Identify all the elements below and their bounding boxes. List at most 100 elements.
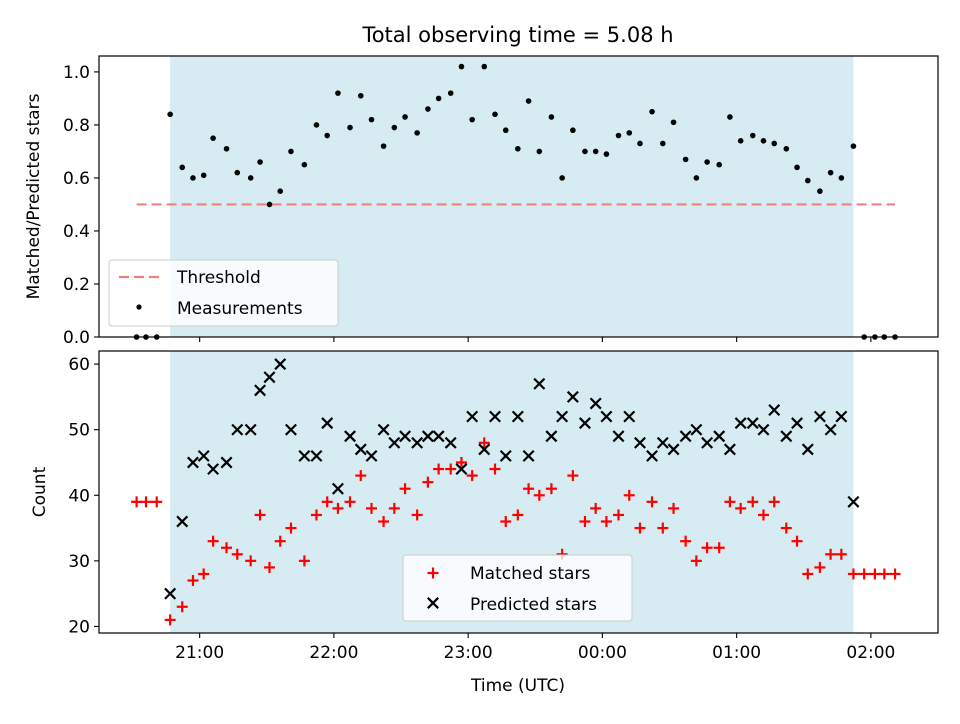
measurement-point xyxy=(749,132,756,139)
predicted-star-point xyxy=(723,443,736,456)
matched-star-point xyxy=(445,463,457,475)
predicted-star-point xyxy=(690,423,703,436)
count-x-tick-label: 22:00 xyxy=(309,643,358,663)
matched-star-point xyxy=(567,470,579,482)
count-y-tick-label: 30 xyxy=(68,552,90,572)
matched-star-point xyxy=(478,437,490,449)
matched-star-point xyxy=(263,561,275,573)
measurement-point xyxy=(582,148,588,155)
predicted-star-point xyxy=(197,449,210,462)
measurement-point xyxy=(649,108,655,115)
matched-star-point xyxy=(221,542,233,554)
measurement-point xyxy=(515,145,521,152)
predicted-star-point xyxy=(533,377,546,390)
measurement-point xyxy=(804,177,811,184)
measurement-point xyxy=(570,127,576,134)
predicted-star-point xyxy=(746,417,759,430)
matched-star-point xyxy=(298,555,310,567)
matched-star-point xyxy=(274,535,286,547)
measurement-point xyxy=(737,138,744,144)
ratio-y-tick-label: 1.0 xyxy=(63,63,90,83)
count-x-tick-label: 21:00 xyxy=(175,643,224,663)
matched-star-point xyxy=(657,522,669,534)
predicted-star-point xyxy=(220,456,233,469)
predicted-star-point xyxy=(780,430,793,443)
predicted-star-point xyxy=(176,515,189,528)
predicted-star-point xyxy=(545,430,558,443)
measurement-point xyxy=(335,90,341,96)
predicted-star-point xyxy=(411,436,424,449)
predicted-star-point xyxy=(284,423,297,436)
measurement-point xyxy=(838,175,845,181)
legend-predicted-swatch xyxy=(427,597,439,609)
predicted-star-point xyxy=(824,423,837,436)
count-y-tick-label: 40 xyxy=(68,486,90,506)
measurement-point xyxy=(435,95,442,102)
matched-star-point xyxy=(151,496,163,508)
matched-star-point xyxy=(590,502,602,514)
predicted-star-point xyxy=(734,417,747,430)
matched-star-point xyxy=(680,535,692,547)
count-x-tick-label: 02:00 xyxy=(846,643,895,663)
predicted-star-point xyxy=(511,410,524,423)
measurement-point xyxy=(277,188,284,194)
predicted-star-point xyxy=(701,436,714,449)
count-panel: 20 30 40 50 60 21:00 22:00 23:00 00:00 01:00 02:0… xyxy=(30,350,939,696)
matched-star-point xyxy=(411,509,423,521)
matched-star-point xyxy=(858,568,870,580)
matched-star-point xyxy=(207,535,219,547)
measurement-point xyxy=(190,175,196,181)
matched-star-point xyxy=(500,516,512,528)
measurement-point xyxy=(313,122,320,128)
matched-star-point xyxy=(847,568,859,580)
matched-star-point xyxy=(668,502,680,514)
matched-stars-series xyxy=(131,437,901,626)
predicted-star-point xyxy=(522,449,535,462)
matched-star-point xyxy=(713,542,725,554)
predicted-star-point xyxy=(186,456,199,469)
measurement-point xyxy=(502,127,509,134)
matched-star-point xyxy=(768,496,780,508)
measurement-point xyxy=(234,169,241,176)
measurement-point xyxy=(469,116,475,123)
matched-star-point xyxy=(735,502,747,514)
matched-star-point xyxy=(878,568,890,580)
predicted-star-point xyxy=(499,449,512,462)
legend-threshold-label: Threshold xyxy=(176,268,261,288)
ratio-y-tick-label: 0.8 xyxy=(63,116,90,136)
predicted-star-point xyxy=(556,410,569,423)
predicted-star-point xyxy=(713,430,726,443)
legend-matched-swatch xyxy=(427,567,439,579)
predicted-star-point xyxy=(489,410,501,423)
predicted-star-point xyxy=(757,423,770,436)
predicted-star-point xyxy=(432,430,445,443)
predicted-star-point xyxy=(847,495,860,508)
count-y-ticks: 20 30 40 50 60 xyxy=(68,355,99,637)
predicted-star-point xyxy=(254,384,267,397)
count-y-tick-label: 60 xyxy=(68,355,90,375)
x-axis-label: Time (UTC) xyxy=(470,676,565,696)
matched-star-point xyxy=(545,483,557,495)
matched-star-point xyxy=(399,483,411,495)
matched-star-point xyxy=(254,509,266,521)
legend-measurements-label: Measurements xyxy=(177,299,303,319)
matched-star-point xyxy=(646,496,658,508)
ratio-y-axis-label: Matched/Predicted stars xyxy=(24,93,44,299)
matched-star-point xyxy=(176,601,188,613)
predicted-star-point xyxy=(791,417,804,430)
matched-star-point xyxy=(724,496,736,508)
matched-star-point xyxy=(889,568,901,580)
matched-star-point xyxy=(321,496,333,508)
matched-star-point xyxy=(332,502,344,514)
predicted-star-point xyxy=(600,410,613,423)
count-x-ticks: 21:00 22:00 23:00 00:00 01:00 02:00 xyxy=(175,633,895,663)
count-y-tick-label: 50 xyxy=(68,421,90,441)
predicted-star-point xyxy=(623,410,636,423)
predicted-star-point xyxy=(244,423,257,436)
predicted-star-point xyxy=(263,371,276,384)
matched-star-point xyxy=(780,522,792,534)
matched-star-point xyxy=(690,555,702,567)
matched-star-point xyxy=(285,522,297,534)
matched-star-point xyxy=(791,535,803,547)
legend-predicted-label: Predicted stars xyxy=(470,595,597,615)
